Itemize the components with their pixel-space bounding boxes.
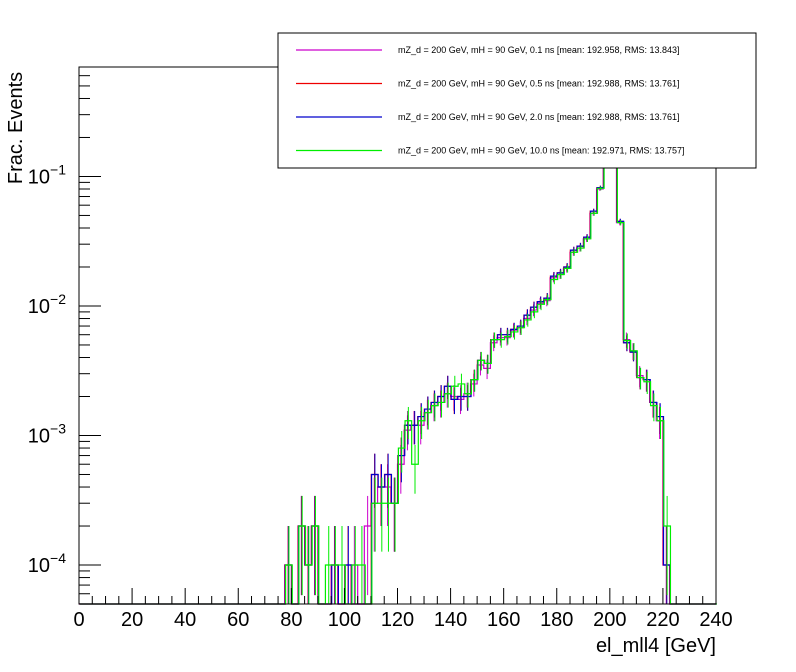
x-tick-label: 20 xyxy=(121,609,143,631)
x-tick-label: 120 xyxy=(381,609,414,631)
axes-layer: 0 20 40 60 80 100 120 140 160 180 200 220 240 10−4 10−… xyxy=(28,75,733,631)
legend: mZ_d = 200 GeV, mH = 90 GeV, 0.1 ns [mea… xyxy=(277,32,757,169)
series-line xyxy=(79,112,717,605)
legend-label: mZ_d = 200 GeV, mH = 90 GeV, 2.0 ns [mea… xyxy=(398,112,680,122)
x-tick-label: 40 xyxy=(174,609,196,631)
legend-entries: mZ_d = 200 GeV, mH = 90 GeV, 0.1 ns [mea… xyxy=(296,45,685,156)
legend-entry-3: mZ_d = 200 GeV, mH = 90 GeV, 10.0 ns [me… xyxy=(296,146,685,156)
series-2 xyxy=(79,111,717,605)
legend-label: mZ_d = 200 GeV, mH = 90 GeV, 0.5 ns [mea… xyxy=(398,79,680,89)
y-axis-title: Frac. Events xyxy=(5,72,27,184)
y-tick-label: 10−4 xyxy=(28,550,66,577)
x-tick-label: 220 xyxy=(646,609,679,631)
x-axis-title: el_mll4 [GeV] xyxy=(596,635,716,657)
series-line xyxy=(79,114,716,605)
x-tick-label: 140 xyxy=(434,609,467,631)
x-tick-label: 60 xyxy=(227,609,249,631)
legend-entry-0: mZ_d = 200 GeV, mH = 90 GeV, 0.1 ns [mea… xyxy=(296,45,680,55)
y-tick-label: 10−1 xyxy=(28,161,66,188)
series-0 xyxy=(79,113,716,605)
legend-label: mZ_d = 200 GeV, mH = 90 GeV, 0.1 ns [mea… xyxy=(398,45,680,55)
series-line xyxy=(79,112,717,605)
x-tick-label: 0 xyxy=(73,609,84,631)
series-1 xyxy=(79,111,717,605)
series-layer xyxy=(79,111,717,605)
series-line xyxy=(79,112,717,605)
legend-entry-1: mZ_d = 200 GeV, mH = 90 GeV, 0.5 ns [mea… xyxy=(296,79,680,89)
x-tick-label: 180 xyxy=(540,609,573,631)
x-tick-label: 200 xyxy=(593,609,626,631)
y-tick-label: 10−3 xyxy=(28,420,66,447)
legend-label: mZ_d = 200 GeV, mH = 90 GeV, 10.0 ns [me… xyxy=(398,146,685,156)
y-tick-label: 10−2 xyxy=(28,291,66,318)
x-tick-label: 240 xyxy=(699,609,732,631)
legend-box xyxy=(277,32,757,169)
x-tick-label: 160 xyxy=(487,609,520,631)
x-tick-label: 80 xyxy=(280,609,302,631)
series-3 xyxy=(79,111,717,605)
x-tick-label: 100 xyxy=(328,609,361,631)
legend-entry-2: mZ_d = 200 GeV, mH = 90 GeV, 2.0 ns [mea… xyxy=(296,112,680,122)
